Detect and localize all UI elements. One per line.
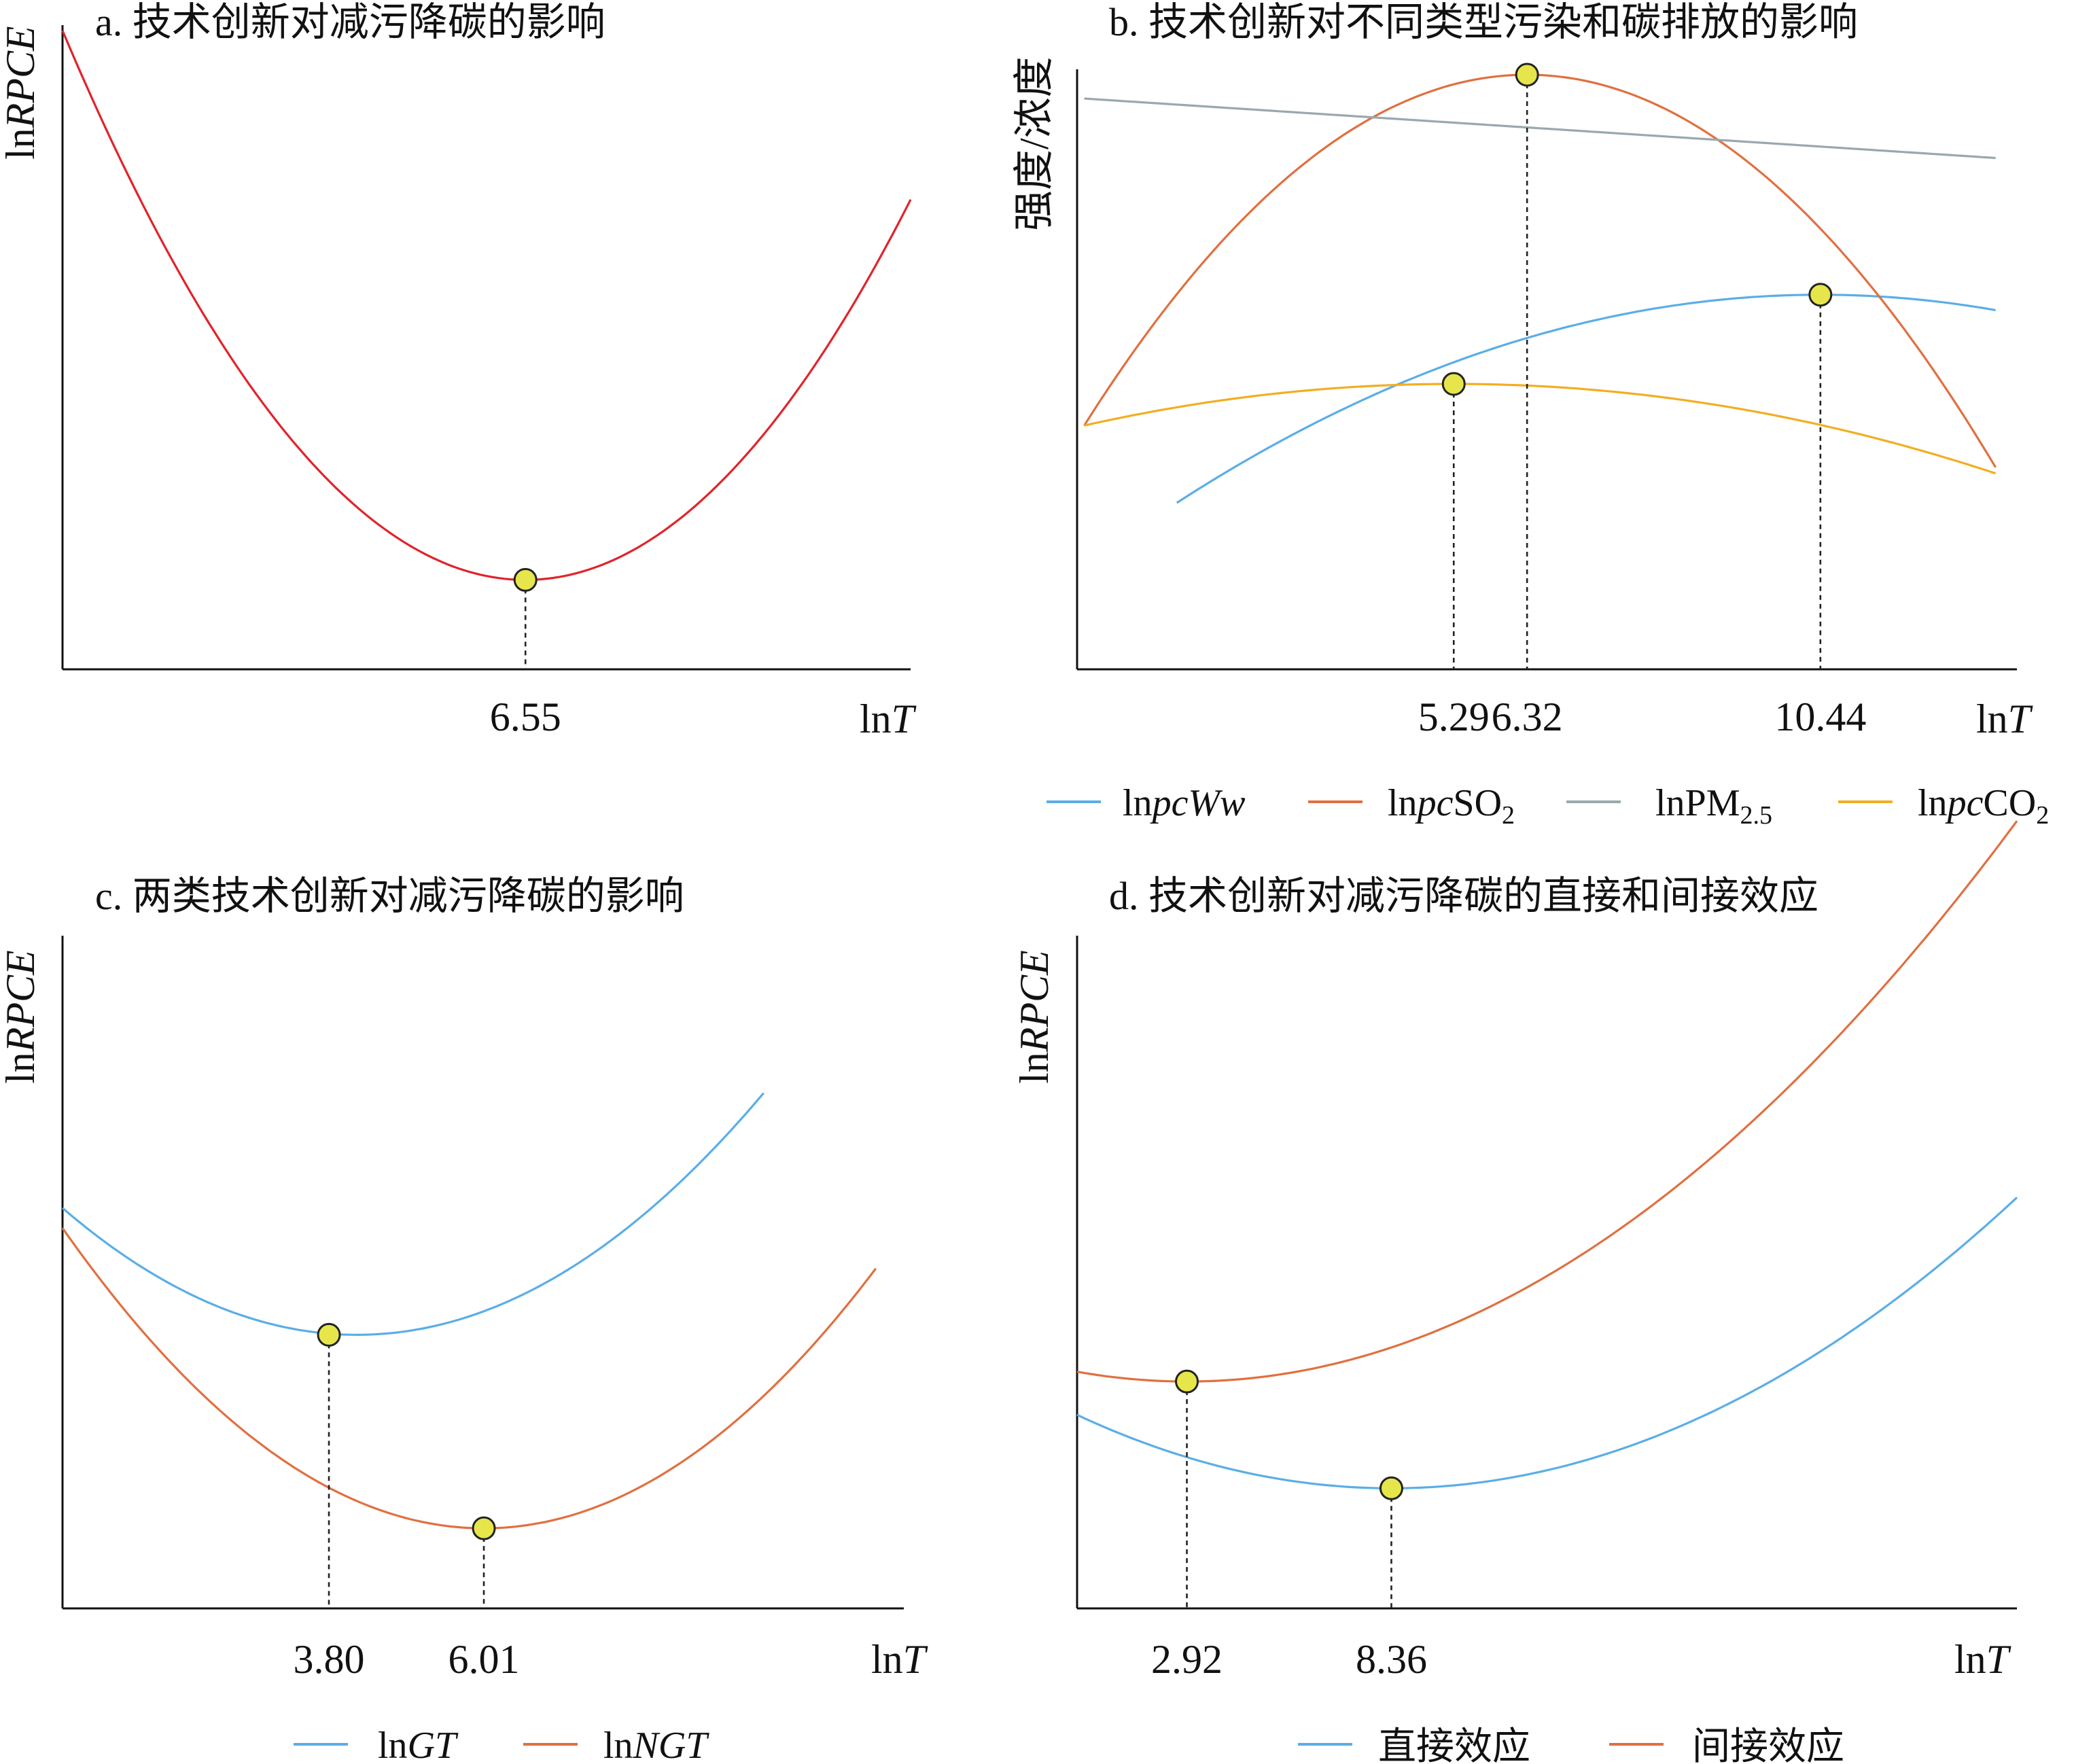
x-tick-label: 5.29 (1418, 694, 1490, 739)
svg-text:lnpcSO2: lnpcSO2 (1388, 782, 1515, 830)
turning-point-marker (1515, 63, 1539, 87)
turning-point-marker (1175, 1369, 1199, 1394)
legend-item-indirect-effect: 间接效应 (1609, 1726, 1844, 1764)
svg-text:lnNGT: lnNGT (603, 1725, 709, 1764)
x-tick-label: 2.92 (1151, 1637, 1223, 1682)
panel-d-plot: 2.92 8.36 (1076, 820, 2018, 1682)
panel-a-x-axis-title: lnT (860, 696, 917, 741)
panel-c-title: c. 两类技术创新对减污降碳的影响 (95, 874, 684, 918)
panel-d-y-axis-title: lnRPCE (1012, 950, 1057, 1084)
series-line-series-0 (1076, 1197, 2018, 1489)
legend-item-lnNGT: lnNGT (523, 1725, 709, 1764)
x-tick-label: 3.80 (294, 1637, 365, 1682)
legend-item-lnpcCO2: lnpcCO2 (1838, 782, 2049, 830)
series-line-series-0 (61, 30, 912, 581)
svg-text:lnpcWw: lnpcWw (1123, 782, 1245, 824)
panel-c-x-axis-title: lnT (871, 1637, 928, 1682)
x-tick-label: 10.44 (1774, 694, 1866, 739)
series-line-lnpcWw (1176, 294, 1996, 504)
series-line-lnpcSO2 (1083, 73, 1997, 468)
panel-d-legend: 直接效应 间接效应 (1298, 1726, 1844, 1764)
series-line-series-1 (1076, 820, 2018, 1383)
turning-point-marker (1441, 372, 1466, 396)
panel-b-x-axis-title: lnT (1976, 696, 2033, 741)
panel-d-x-axis-title: lnT (1954, 1637, 2011, 1682)
turning-point-marker (317, 1322, 341, 1347)
series-line-lnGT (61, 1092, 764, 1337)
panel-a: a. 技术创新对减污降碳的影响 lnRPCE lnT 6.55 (0, 0, 917, 741)
panel-a-plot: 6.55 (61, 25, 912, 739)
panel-c-y-axis-title: lnRPCE (0, 950, 43, 1084)
svg-text:间接效应: 间接效应 (1692, 1726, 1844, 1764)
panel-a-y-axis-title: lnRPCE (0, 26, 43, 160)
x-tick-label: 6.32 (1492, 694, 1563, 739)
panel-b-plot: 5.29 6.32 10.44 (1076, 63, 2017, 739)
x-tick-label: 8.36 (1356, 1637, 1427, 1682)
legend-item-direct-effect: 直接效应 (1298, 1726, 1530, 1764)
svg-text:lnpcCO2: lnpcCO2 (1918, 782, 2049, 830)
panel-b-legend: lnpcWw lnpcSO2 lnPM2.5 lnpcCO2 (1047, 782, 2049, 830)
svg-text:lnPM2.5: lnPM2.5 (1655, 782, 1772, 830)
series-line-lnPM25 (1084, 97, 1996, 160)
turning-point-marker (1379, 1476, 1403, 1500)
turning-point-marker (472, 1516, 496, 1540)
x-tick-label: 6.55 (490, 694, 561, 739)
legend-item-lnGT: lnGT (294, 1725, 459, 1764)
panel-c-legend: lnGT lnNGT (294, 1725, 709, 1764)
panel-d-title: d. 技术创新对减污降碳的直接和间接效应 (1109, 874, 1818, 918)
turning-point-marker (513, 567, 538, 592)
svg-text:lnGT: lnGT (378, 1725, 459, 1764)
panel-b-y-axis-title: 强度/浓度 (1012, 56, 1057, 231)
svg-text:直接效应: 直接效应 (1378, 1726, 1530, 1764)
panel-c: c. 两类技术创新对减污降碳的影响 lnRPCE lnT 3.80 6.01 ln… (0, 874, 928, 1764)
panel-d: d. 技术创新对减污降碳的直接和间接效应 lnRPCE lnT 2.92 8.36… (1012, 820, 2018, 1764)
x-tick-label: 6.01 (449, 1637, 520, 1682)
series-line-lnNGT (61, 1227, 877, 1530)
panel-c-plot: 3.80 6.01 (61, 936, 904, 1682)
legend-item-lnPM25: lnPM2.5 (1566, 782, 1772, 830)
turning-point-marker (1808, 283, 1833, 307)
panel-b: b. 技术创新对不同类型污染和碳排放的影响 强度/浓度 lnT 5.29 6.32… (1012, 0, 2049, 830)
panel-a-title: a. 技术创新对减污降碳的影响 (95, 0, 605, 44)
series-line-lnpcCO2 (1084, 383, 1997, 475)
legend-item-lnpcWw: lnpcWw (1047, 782, 1245, 824)
panel-b-title: b. 技术创新对不同类型污染和碳排放的影响 (1109, 0, 1858, 44)
legend-item-lnpcSO2: lnpcSO2 (1308, 782, 1515, 830)
